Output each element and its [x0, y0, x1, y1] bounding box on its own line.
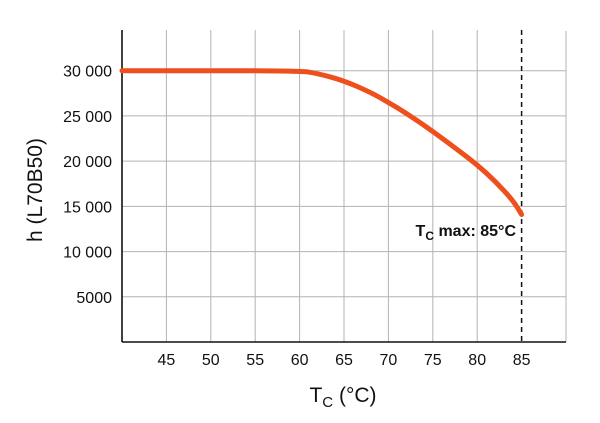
y-tick-label: 10 000	[63, 245, 112, 262]
axes	[121, 30, 566, 343]
y-axis-title: h (L70B50)	[24, 138, 47, 242]
lifetime-curve	[119, 68, 525, 217]
grid	[122, 30, 567, 342]
x-axis-title-sub: C	[322, 394, 333, 411]
y-tick-label: 30 000	[63, 64, 112, 81]
x-axis-title-main: T	[309, 384, 322, 407]
series-group	[119, 68, 525, 217]
x-tick-label: 55	[246, 352, 264, 369]
y-tick-label: 25 000	[63, 109, 112, 126]
x-axis-title: TC (°C)	[309, 384, 376, 411]
x-tick-label: 80	[468, 352, 486, 369]
y-tick-labels: 5000 10 000 15 000 20 000 25 000 30 000	[63, 64, 112, 307]
annotation-sub: C	[425, 229, 434, 243]
annotation-rest: max: 85°C	[434, 223, 516, 240]
y-tick-label: 20 000	[63, 154, 112, 171]
x-axis-title-rest: (°C)	[333, 384, 376, 407]
x-tick-label: 75	[424, 352, 442, 369]
y-tick-label: 5000	[76, 290, 112, 307]
annotation-main: T	[416, 223, 426, 240]
x-tick-labels: 45 50 55 60 65 70 75 80 85	[158, 352, 531, 369]
x-tick-label: 60	[291, 352, 309, 369]
tc-max-annotation: TC max: 85°C	[416, 223, 517, 243]
x-tick-label: 70	[380, 352, 398, 369]
x-tick-label: 85	[513, 352, 531, 369]
x-tick-label: 50	[202, 352, 220, 369]
x-tick-label: 45	[158, 352, 176, 369]
y-tick-label: 15 000	[63, 199, 112, 216]
x-tick-label: 65	[335, 352, 353, 369]
